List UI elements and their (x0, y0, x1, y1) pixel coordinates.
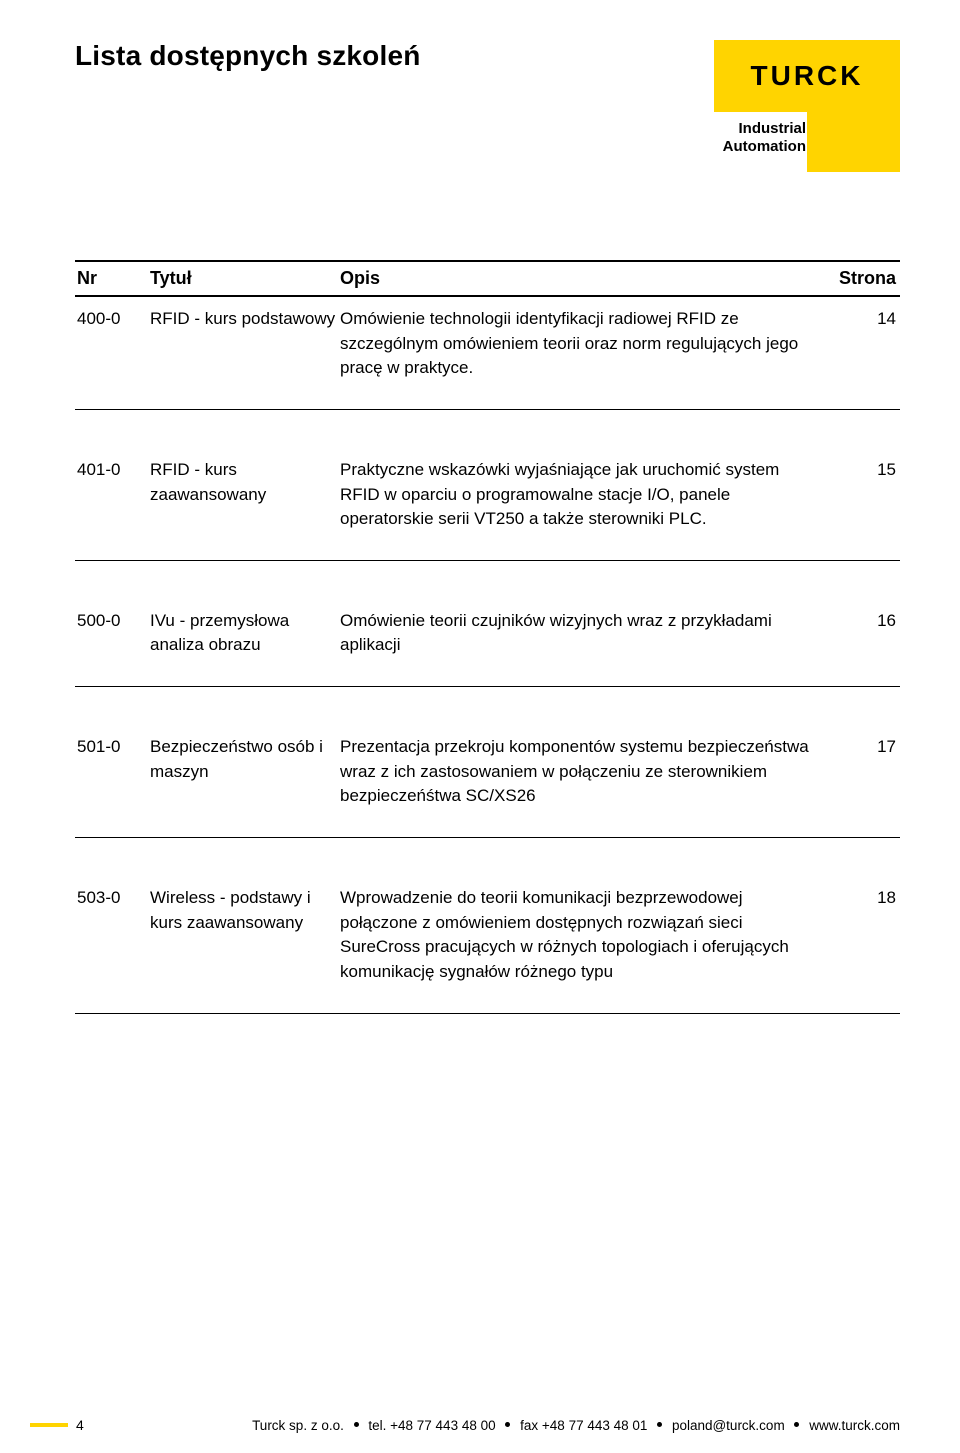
cell-page: 14 (830, 307, 900, 381)
bullet-icon (657, 1422, 662, 1427)
cell-desc: Omówienie teorii czujników wizyjnych wra… (340, 609, 830, 658)
cell-desc: Omówienie technologii identyfikacji radi… (340, 307, 830, 381)
cell-page: 16 (830, 609, 900, 658)
cell-nr: 503-0 (75, 886, 150, 985)
footer-page-number: 4 (76, 1417, 84, 1433)
logo-subtitle-line2: Automation (718, 138, 806, 156)
table-header-row: Nr Tytuł Opis Strona (75, 260, 900, 297)
cell-nr: 500-0 (75, 609, 150, 658)
cell-desc: Prezentacja przekroju komponentów system… (340, 735, 830, 809)
footer-company: Turck sp. z o.o. (252, 1418, 344, 1433)
logo-notch (807, 112, 900, 172)
table-header-page: Strona (830, 268, 900, 289)
table-row: 400-0 RFID - kurs podstawowy Omówienie t… (75, 297, 900, 410)
cell-title: IVu - przemysłowa analiza obrazu (150, 609, 340, 658)
cell-title: RFID - kurs zaawansowany (150, 458, 340, 532)
table-row: 401-0 RFID - kurs zaawansowany Praktyczn… (75, 444, 900, 561)
table-row: 500-0 IVu - przemysłowa analiza obrazu O… (75, 595, 900, 687)
logo-background: TURCK (714, 40, 900, 112)
page-container: Lista dostępnych szkoleń TURCK Industria… (0, 0, 960, 1453)
bullet-icon (794, 1422, 799, 1427)
footer-fax: fax +48 77 443 48 01 (520, 1418, 647, 1433)
footer-contact: Turck sp. z o.o. tel. +48 77 443 48 00 f… (252, 1418, 960, 1433)
footer-web: www.turck.com (809, 1418, 900, 1433)
table-header-nr: Nr (75, 268, 150, 289)
logo-subtitle: Industrial Automation (718, 120, 806, 156)
cell-title: Wireless - podstawy i kurs zaawansowany (150, 886, 340, 985)
cell-title: RFID - kurs podstawowy (150, 307, 340, 381)
logo-wordmark: TURCK (751, 60, 864, 92)
footer-email: poland@turck.com (672, 1418, 785, 1433)
logo-subtitle-line1: Industrial (738, 120, 806, 137)
header-row: Lista dostępnych szkoleń TURCK Industria… (75, 40, 900, 150)
cell-title: Bezpieczeństwo osób i maszyn (150, 735, 340, 809)
cell-nr: 401-0 (75, 458, 150, 532)
page-footer: 4 Turck sp. z o.o. tel. +48 77 443 48 00… (0, 1417, 960, 1433)
table-row: 501-0 Bezpieczeństwo osób i maszyn Preze… (75, 721, 900, 838)
table-header-title: Tytuł (150, 268, 340, 289)
cell-page: 15 (830, 458, 900, 532)
footer-accent-icon (30, 1423, 68, 1427)
cell-nr: 400-0 (75, 307, 150, 381)
bullet-icon (505, 1422, 510, 1427)
footer-tel: tel. +48 77 443 48 00 (368, 1418, 495, 1433)
cell-desc: Praktyczne wskazówki wyjaśniające jak ur… (340, 458, 830, 532)
page-title: Lista dostępnych szkoleń (75, 40, 421, 72)
brand-logo: TURCK Industrial Automation (710, 40, 900, 150)
cell-page: 17 (830, 735, 900, 809)
table-header-desc: Opis (340, 268, 830, 289)
cell-desc: Wprowadzenie do teorii komunikacji bezpr… (340, 886, 830, 985)
cell-nr: 501-0 (75, 735, 150, 809)
bullet-icon (354, 1422, 359, 1427)
cell-page: 18 (830, 886, 900, 985)
table-row: 503-0 Wireless - podstawy i kurs zaawans… (75, 872, 900, 1014)
